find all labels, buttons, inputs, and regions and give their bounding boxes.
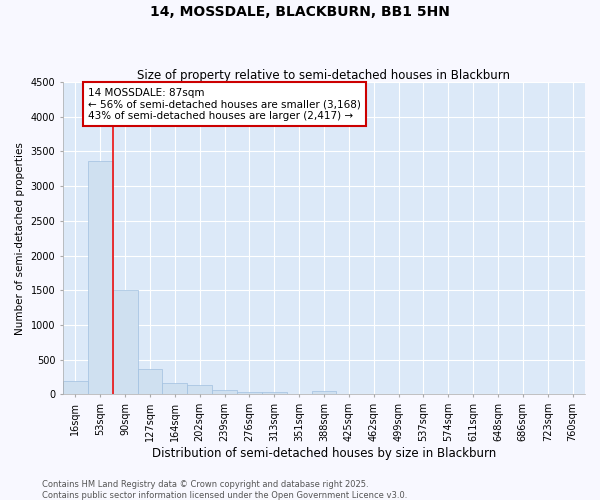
X-axis label: Distribution of semi-detached houses by size in Blackburn: Distribution of semi-detached houses by …	[152, 447, 496, 460]
Y-axis label: Number of semi-detached properties: Number of semi-detached properties	[15, 142, 25, 334]
Bar	[137, 368, 163, 394]
Bar	[63, 381, 88, 394]
Bar	[262, 392, 287, 394]
Bar	[212, 390, 237, 394]
Bar	[88, 161, 113, 394]
Bar	[163, 384, 187, 394]
Title: Size of property relative to semi-detached houses in Blackburn: Size of property relative to semi-detach…	[137, 69, 511, 82]
Bar	[311, 391, 337, 394]
Bar	[113, 290, 137, 395]
Bar	[237, 392, 262, 394]
Text: Contains HM Land Registry data © Crown copyright and database right 2025.
Contai: Contains HM Land Registry data © Crown c…	[42, 480, 407, 500]
Text: 14 MOSSDALE: 87sqm
← 56% of semi-detached houses are smaller (3,168)
43% of semi: 14 MOSSDALE: 87sqm ← 56% of semi-detache…	[88, 88, 361, 121]
Bar	[187, 386, 212, 394]
Text: 14, MOSSDALE, BLACKBURN, BB1 5HN: 14, MOSSDALE, BLACKBURN, BB1 5HN	[150, 5, 450, 19]
